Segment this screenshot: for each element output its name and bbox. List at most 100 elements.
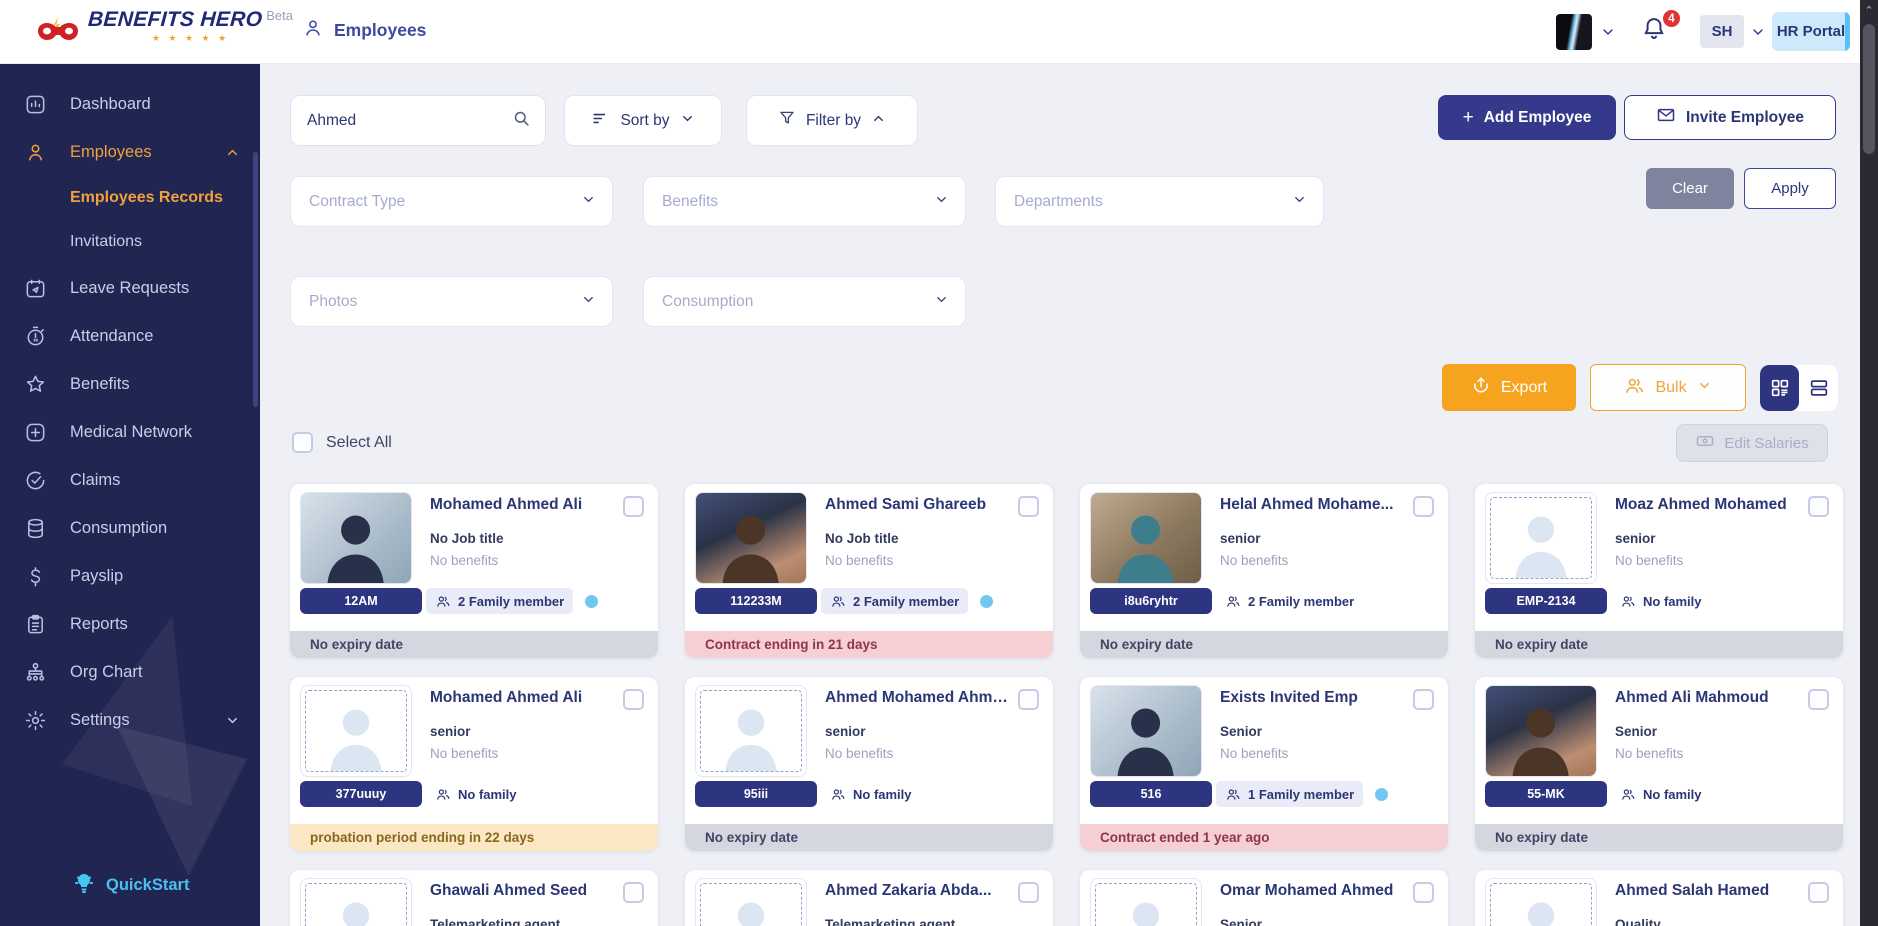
employee-checkbox[interactable] [623, 689, 644, 710]
employee-checkbox[interactable] [1808, 689, 1829, 710]
dropdown-benefits[interactable]: Benefits [643, 176, 966, 227]
dollar-icon [24, 565, 50, 588]
bulk-button[interactable]: Bulk [1590, 364, 1746, 411]
add-employee-button[interactable]: + Add Employee [1438, 95, 1616, 140]
sidebar-item-benefits[interactable]: Benefits [0, 360, 260, 408]
employee-card[interactable]: Omar Mohamed Ahmed Senior [1080, 870, 1448, 926]
dropdown-departments[interactable]: Departments [995, 176, 1324, 227]
dropdown-consumption[interactable]: Consumption [643, 276, 966, 327]
sort-by-button[interactable]: Sort by [564, 95, 722, 146]
sidebar-item-reports[interactable]: Reports [0, 600, 260, 648]
chevron-down-icon[interactable] [1600, 24, 1616, 45]
employee-card[interactable]: Ahmed Salah Hamed Quality [1475, 870, 1843, 926]
photo-dashed-frame [305, 883, 407, 926]
employee-checkbox[interactable] [1413, 882, 1434, 903]
employee-card[interactable]: Ahmed Zakaria Abda... Telemarketing agen… [685, 870, 1053, 926]
chevron-down-icon [934, 192, 949, 212]
user-menu-chevron-icon[interactable] [1750, 24, 1766, 45]
sidebar-item-label: Claims [70, 470, 121, 489]
employee-id-badge: 112233M [695, 588, 817, 614]
employee-card[interactable]: Mohamed Ahmed Ali senior No benefits 377… [290, 677, 658, 851]
sidebar-item-dashboard[interactable]: Dashboard [0, 80, 260, 128]
employee-card[interactable]: Ahmed Sami Ghareeb No Job title No benef… [685, 484, 1053, 658]
employee-name: Ahmed Ali Mahmoud [1615, 689, 1769, 706]
clear-button[interactable]: Clear [1646, 168, 1734, 209]
gear-icon [24, 709, 50, 732]
sidebar-item-attendance[interactable]: Attendance [0, 312, 260, 360]
employee-card[interactable]: Moaz Ahmed Mohamed senior No benefits EM… [1475, 484, 1843, 658]
notifications-button[interactable]: 4 [1640, 8, 1682, 50]
sidebar-nav: Dashboard Employees Employees Records Invit… [0, 64, 260, 744]
employee-checkbox[interactable] [1808, 496, 1829, 517]
employee-photo [300, 878, 412, 926]
hr-portal-button[interactable]: HR Portal [1772, 12, 1850, 51]
invite-employee-button[interactable]: Invite Employee [1624, 95, 1836, 140]
employee-checkbox[interactable] [1018, 689, 1039, 710]
sidebar-scrollbar[interactable] [253, 152, 258, 407]
company-image[interactable] [1556, 14, 1592, 50]
database-icon [24, 517, 50, 540]
sort-icon [591, 109, 610, 133]
employee-card[interactable]: Ghawali Ahmed Seed Telemarketing agent [290, 870, 658, 926]
sidebar-item-label: Employees [70, 142, 152, 161]
sidebar-item-invitations[interactable]: Invitations [0, 220, 260, 264]
scroll-up-arrow[interactable]: ⌃ [1864, 5, 1874, 17]
employee-card[interactable]: Ahmed Ali Mahmoud Senior No benefits 55-… [1475, 677, 1843, 851]
employee-card[interactable]: Exists Invited Emp Senior No benefits 51… [1080, 677, 1448, 851]
employee-name: Ahmed Salah Hamed [1615, 882, 1770, 899]
select-all-checkbox[interactable] [292, 432, 313, 453]
export-icon [1471, 375, 1491, 400]
brand-logo[interactable]: BENEFITS HERO Beta ★ ★ ★ ★ ★ [36, 8, 293, 51]
search-icon[interactable] [512, 109, 531, 133]
employee-checkbox[interactable] [1808, 882, 1829, 903]
employee-card[interactable]: Helal Ahmed Mohame... senior No benefits… [1080, 484, 1448, 658]
employee-card[interactable]: Mohamed Ahmed Ali No Job title No benefi… [290, 484, 658, 658]
dropdown-photos[interactable]: Photos [290, 276, 613, 327]
family-row: No family [1611, 781, 1711, 807]
employee-checkbox[interactable] [1018, 882, 1039, 903]
edit-salaries-button[interactable]: Edit Salaries [1676, 424, 1828, 462]
main-scrollbar[interactable]: ⌃ [1860, 0, 1878, 926]
search-input[interactable] [307, 111, 512, 130]
sidebar-item-org-chart[interactable]: Org Chart [0, 648, 260, 696]
export-button[interactable]: Export [1442, 364, 1576, 411]
employee-checkbox[interactable] [623, 496, 644, 517]
calendar-icon [24, 277, 50, 300]
scrollbar-thumb[interactable] [1863, 24, 1875, 154]
employee-photo [695, 878, 807, 926]
employee-benefits: No benefits [1220, 746, 1289, 761]
view-toggle [1760, 365, 1838, 411]
sidebar-item-settings[interactable]: Settings [0, 696, 260, 744]
user-avatar[interactable]: SH [1700, 15, 1744, 48]
sidebar-item-employees[interactable]: Employees [0, 128, 260, 176]
photo-dashed-frame [1490, 497, 1592, 579]
apply-button[interactable]: Apply [1744, 168, 1836, 209]
status-dot [980, 594, 994, 608]
dropdown-contract-type[interactable]: Contract Type [290, 176, 613, 227]
stopwatch-icon [24, 325, 50, 348]
family-chip: 1 Family member [1216, 781, 1364, 807]
grid-view-button[interactable] [1760, 365, 1799, 411]
sidebar-item-medical-network[interactable]: Medical Network [0, 408, 260, 456]
employee-id-badge: EMP-2134 [1485, 588, 1607, 614]
employee-checkbox[interactable] [623, 882, 644, 903]
sidebar-item-employees-records[interactable]: Employees Records [0, 176, 260, 220]
sidebar-item-payslip[interactable]: Payslip [0, 552, 260, 600]
employee-checkbox[interactable] [1018, 496, 1039, 517]
employee-name: Exists Invited Emp [1220, 689, 1358, 706]
employee-name: Ahmed Mohamed Ahme... [825, 689, 1011, 706]
sidebar-item-leave-requests[interactable]: Leave Requests [0, 264, 260, 312]
brand-stars: ★ ★ ★ ★ ★ [151, 33, 230, 43]
employee-checkbox[interactable] [1413, 496, 1434, 517]
sidebar: Dashboard Employees Employees Records Invit… [0, 64, 260, 926]
filter-by-button[interactable]: Filter by [746, 95, 918, 146]
sidebar-item-claims[interactable]: Claims [0, 456, 260, 504]
sidebar-item-consumption[interactable]: Consumption [0, 504, 260, 552]
list-view-button[interactable] [1799, 365, 1838, 411]
contract-status-footer: Contract ending in 21 days [685, 631, 1053, 658]
quickstart-button[interactable]: QuickStart [72, 871, 189, 900]
family-icon [830, 786, 847, 803]
employee-card[interactable]: Ahmed Mohamed Ahme... senior No benefits… [685, 677, 1053, 851]
employee-photo [1090, 492, 1202, 584]
employee-checkbox[interactable] [1413, 689, 1434, 710]
